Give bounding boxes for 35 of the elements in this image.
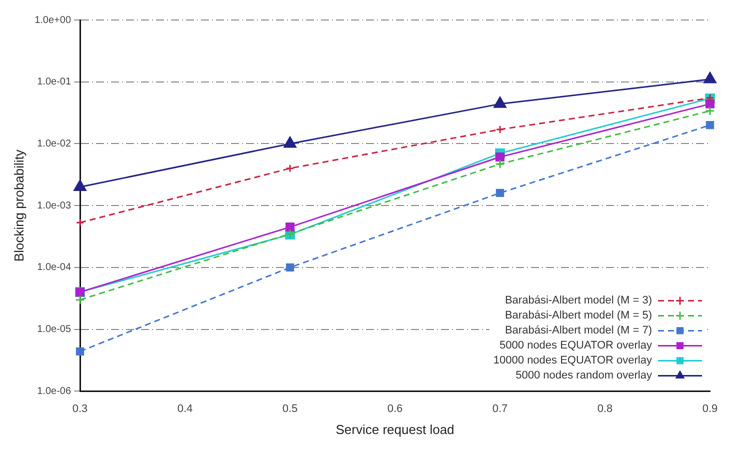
y-tick-label: 1.0e-02 xyxy=(37,138,72,150)
x-tick-label: 0.4 xyxy=(177,402,193,415)
x-tick-label: 0.6 xyxy=(387,402,403,415)
point xyxy=(706,99,714,108)
y-axis-title: Blocking probability xyxy=(11,149,26,262)
x-tick-label: 0.5 xyxy=(282,402,298,415)
x-tick-label: 0.3 xyxy=(72,402,88,415)
point xyxy=(76,347,84,356)
point xyxy=(286,222,295,232)
y-tick-label: 1.0e-06 xyxy=(37,386,72,397)
point xyxy=(76,218,84,227)
y-tick-label: 1.0e-04 xyxy=(37,262,72,274)
point xyxy=(496,125,504,134)
point xyxy=(496,188,504,198)
x-tick-label: 0.8 xyxy=(597,402,613,415)
point xyxy=(705,106,715,116)
legend-label: 5000 nodes random overlay xyxy=(516,370,652,382)
point xyxy=(286,263,294,272)
y-tick-label: 1.0e+00 xyxy=(34,14,72,26)
point xyxy=(496,152,505,162)
legend-label: Barabási-Albert model (M = 7) xyxy=(504,324,652,337)
x-axis-title: Service request load xyxy=(336,422,454,437)
point xyxy=(706,121,714,130)
point xyxy=(495,159,505,169)
y-tick-label: 1.0e-03 xyxy=(37,200,72,212)
point xyxy=(286,164,294,173)
x-tick-label: 0.7 xyxy=(492,402,508,415)
legend-label: 10000 nodes EQUATOR overlay xyxy=(493,354,652,367)
point xyxy=(75,294,85,305)
legend-label: Barabási-Albert model (M = 5) xyxy=(504,310,652,322)
legend-label: Barabási-Albert model (M = 3) xyxy=(504,294,652,307)
x-tick-label: 0.9 xyxy=(702,402,718,415)
legend-label: 5000 nodes EQUATOR overlay xyxy=(500,340,652,352)
y-tick-label: 1.0e-01 xyxy=(37,76,72,88)
y-tick-label: 1.0e-05 xyxy=(37,324,72,336)
